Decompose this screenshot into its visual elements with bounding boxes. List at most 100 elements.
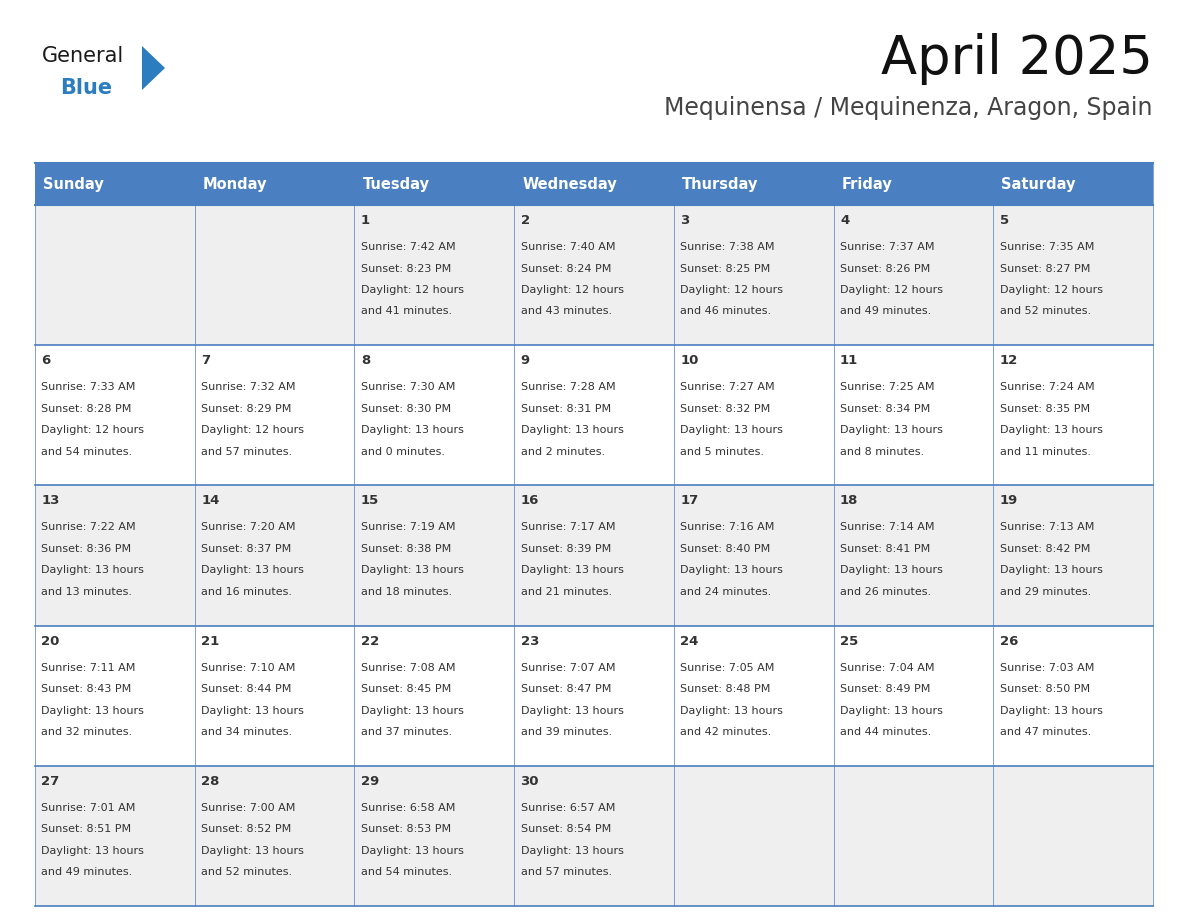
- Bar: [195, 205, 354, 345]
- Text: Daylight: 13 hours: Daylight: 13 hours: [361, 845, 463, 856]
- Bar: [993, 205, 1154, 345]
- Text: and 32 minutes.: and 32 minutes.: [42, 727, 133, 737]
- Polygon shape: [143, 46, 165, 90]
- Text: Sunset: 8:29 PM: Sunset: 8:29 PM: [201, 404, 291, 414]
- Bar: [993, 345, 1154, 486]
- Text: Daylight: 13 hours: Daylight: 13 hours: [201, 706, 304, 716]
- Bar: [195, 163, 354, 205]
- Text: 2: 2: [520, 214, 530, 227]
- Text: Sunrise: 7:17 AM: Sunrise: 7:17 AM: [520, 522, 615, 532]
- Text: Wednesday: Wednesday: [523, 176, 617, 192]
- Text: Sunset: 8:51 PM: Sunset: 8:51 PM: [42, 824, 132, 834]
- Text: Daylight: 12 hours: Daylight: 12 hours: [681, 285, 783, 295]
- Text: Monday: Monday: [203, 176, 267, 192]
- Text: Daylight: 13 hours: Daylight: 13 hours: [361, 425, 463, 435]
- Text: Daylight: 13 hours: Daylight: 13 hours: [361, 565, 463, 576]
- Text: and 41 minutes.: and 41 minutes.: [361, 307, 451, 317]
- Text: 12: 12: [999, 354, 1018, 367]
- Text: and 11 minutes.: and 11 minutes.: [999, 447, 1091, 456]
- Text: Daylight: 13 hours: Daylight: 13 hours: [42, 565, 144, 576]
- Text: 15: 15: [361, 495, 379, 508]
- Text: Sunrise: 6:57 AM: Sunrise: 6:57 AM: [520, 803, 615, 812]
- Text: 14: 14: [201, 495, 220, 508]
- Text: and 21 minutes.: and 21 minutes.: [520, 587, 612, 597]
- Text: Sunset: 8:45 PM: Sunset: 8:45 PM: [361, 684, 451, 694]
- Bar: [993, 163, 1154, 205]
- Text: Friday: Friday: [841, 176, 892, 192]
- Text: and 13 minutes.: and 13 minutes.: [42, 587, 132, 597]
- Bar: [34, 205, 195, 345]
- Text: Sunrise: 7:38 AM: Sunrise: 7:38 AM: [681, 242, 775, 252]
- Text: Sunrise: 7:28 AM: Sunrise: 7:28 AM: [520, 382, 615, 392]
- Text: Daylight: 13 hours: Daylight: 13 hours: [681, 706, 783, 716]
- Bar: [993, 625, 1154, 766]
- Text: Daylight: 13 hours: Daylight: 13 hours: [840, 425, 943, 435]
- Bar: [834, 205, 993, 345]
- Text: Daylight: 13 hours: Daylight: 13 hours: [999, 565, 1102, 576]
- Text: 13: 13: [42, 495, 59, 508]
- Text: and 24 minutes.: and 24 minutes.: [681, 587, 771, 597]
- Bar: [354, 486, 514, 625]
- Text: Sunset: 8:32 PM: Sunset: 8:32 PM: [681, 404, 771, 414]
- Text: Daylight: 13 hours: Daylight: 13 hours: [520, 565, 624, 576]
- Text: Sunset: 8:26 PM: Sunset: 8:26 PM: [840, 263, 930, 274]
- Bar: [514, 205, 674, 345]
- Text: and 26 minutes.: and 26 minutes.: [840, 587, 931, 597]
- Text: Sunset: 8:41 PM: Sunset: 8:41 PM: [840, 543, 930, 554]
- Text: Sunrise: 7:19 AM: Sunrise: 7:19 AM: [361, 522, 455, 532]
- Text: Daylight: 12 hours: Daylight: 12 hours: [999, 285, 1102, 295]
- Text: Daylight: 13 hours: Daylight: 13 hours: [840, 565, 943, 576]
- Text: and 2 minutes.: and 2 minutes.: [520, 447, 605, 456]
- Text: Daylight: 13 hours: Daylight: 13 hours: [681, 425, 783, 435]
- Text: Daylight: 12 hours: Daylight: 12 hours: [840, 285, 943, 295]
- Text: Daylight: 13 hours: Daylight: 13 hours: [42, 706, 144, 716]
- Text: and 54 minutes.: and 54 minutes.: [361, 868, 451, 878]
- Text: Sunset: 8:47 PM: Sunset: 8:47 PM: [520, 684, 611, 694]
- Text: General: General: [42, 46, 125, 66]
- Text: Sunrise: 7:40 AM: Sunrise: 7:40 AM: [520, 242, 615, 252]
- Bar: [674, 345, 834, 486]
- Bar: [354, 345, 514, 486]
- Text: 20: 20: [42, 634, 59, 647]
- Text: 24: 24: [681, 634, 699, 647]
- Bar: [195, 486, 354, 625]
- Text: Sunrise: 7:22 AM: Sunrise: 7:22 AM: [42, 522, 135, 532]
- Text: Daylight: 13 hours: Daylight: 13 hours: [999, 706, 1102, 716]
- Bar: [834, 766, 993, 906]
- Text: Sunrise: 7:03 AM: Sunrise: 7:03 AM: [999, 663, 1094, 673]
- Text: Sunrise: 7:24 AM: Sunrise: 7:24 AM: [999, 382, 1094, 392]
- Text: Sunrise: 7:30 AM: Sunrise: 7:30 AM: [361, 382, 455, 392]
- Bar: [354, 766, 514, 906]
- Text: Sunset: 8:37 PM: Sunset: 8:37 PM: [201, 543, 291, 554]
- Text: and 29 minutes.: and 29 minutes.: [999, 587, 1091, 597]
- Text: and 47 minutes.: and 47 minutes.: [999, 727, 1091, 737]
- Text: and 16 minutes.: and 16 minutes.: [201, 587, 292, 597]
- Bar: [34, 625, 195, 766]
- Text: April 2025: April 2025: [881, 33, 1154, 85]
- Text: Sunset: 8:38 PM: Sunset: 8:38 PM: [361, 543, 451, 554]
- Text: Sunrise: 6:58 AM: Sunrise: 6:58 AM: [361, 803, 455, 812]
- Bar: [674, 163, 834, 205]
- Text: Sunrise: 7:00 AM: Sunrise: 7:00 AM: [201, 803, 296, 812]
- Text: Mequinensa / Mequinenza, Aragon, Spain: Mequinensa / Mequinenza, Aragon, Spain: [664, 96, 1154, 120]
- Text: 4: 4: [840, 214, 849, 227]
- Text: Sunset: 8:28 PM: Sunset: 8:28 PM: [42, 404, 132, 414]
- Text: 18: 18: [840, 495, 859, 508]
- Text: and 37 minutes.: and 37 minutes.: [361, 727, 451, 737]
- Bar: [354, 205, 514, 345]
- Text: Blue: Blue: [61, 78, 112, 98]
- Bar: [34, 345, 195, 486]
- Text: 8: 8: [361, 354, 371, 367]
- Text: and 57 minutes.: and 57 minutes.: [520, 868, 612, 878]
- Text: Tuesday: Tuesday: [362, 176, 429, 192]
- Text: Daylight: 13 hours: Daylight: 13 hours: [201, 565, 304, 576]
- Text: Sunrise: 7:08 AM: Sunrise: 7:08 AM: [361, 663, 455, 673]
- Bar: [834, 163, 993, 205]
- Bar: [993, 486, 1154, 625]
- Text: 30: 30: [520, 775, 539, 788]
- Text: Thursday: Thursday: [682, 176, 758, 192]
- Text: 28: 28: [201, 775, 220, 788]
- Text: Sunset: 8:48 PM: Sunset: 8:48 PM: [681, 684, 771, 694]
- Text: and 57 minutes.: and 57 minutes.: [201, 447, 292, 456]
- Text: and 49 minutes.: and 49 minutes.: [840, 307, 931, 317]
